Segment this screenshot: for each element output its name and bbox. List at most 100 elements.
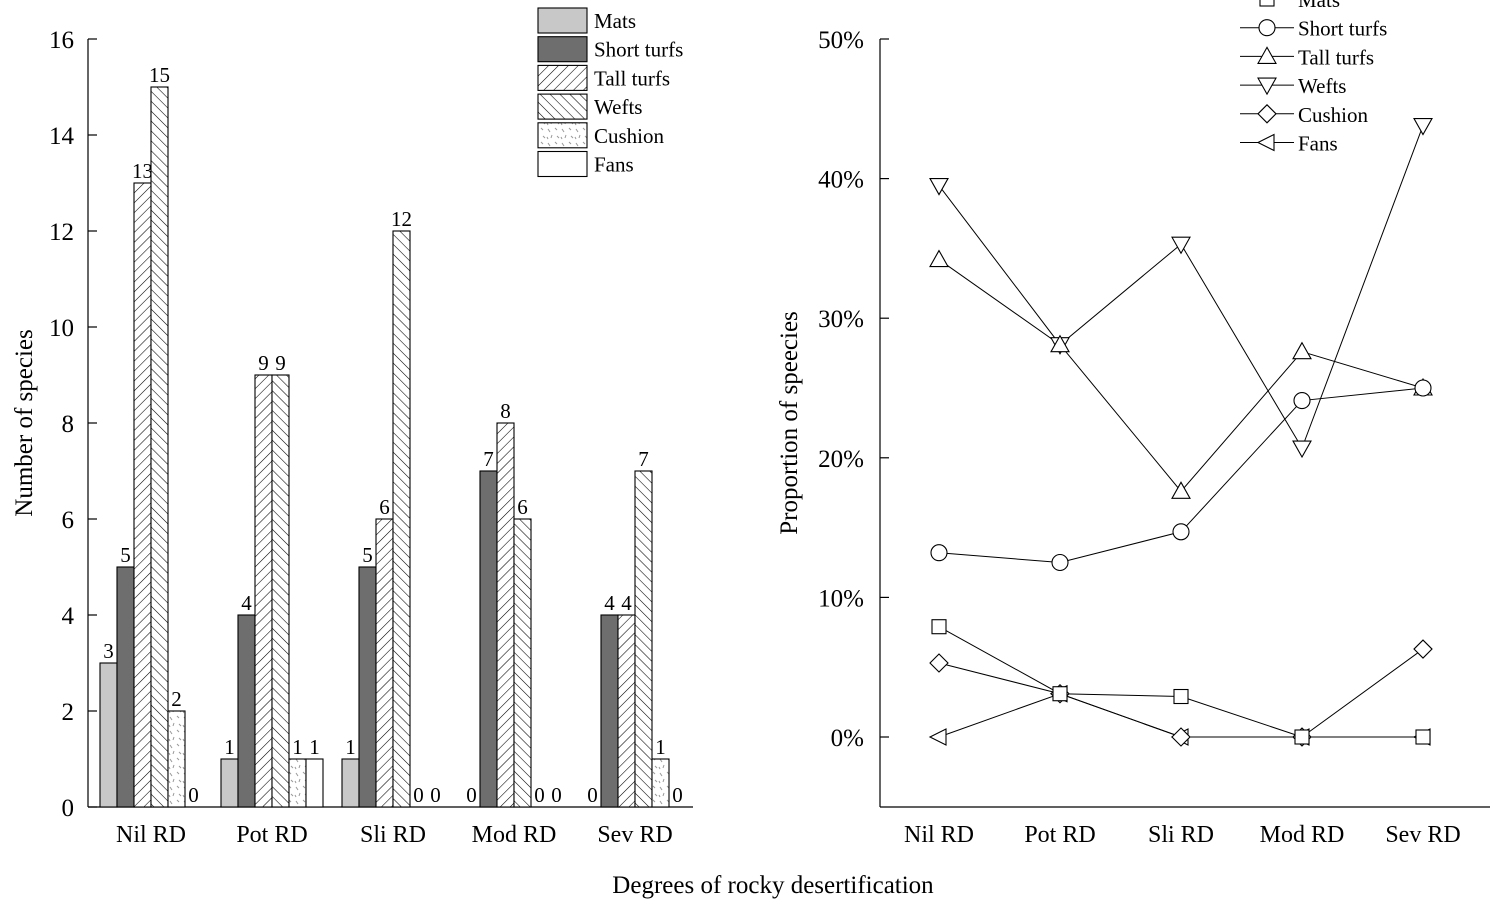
y-tick-label: 40%: [818, 167, 864, 194]
y-tick-label: 0%: [831, 725, 864, 752]
bar-value-label: 8: [500, 399, 511, 423]
bar: [341, 758, 360, 808]
bar: [305, 758, 324, 808]
bar-value-label: 0: [587, 783, 598, 807]
y-tick-label: 30%: [818, 306, 864, 333]
bar: [634, 470, 653, 808]
bar-value-label: 12: [391, 207, 412, 231]
marker-circle: [1172, 523, 1190, 541]
bar-value-label: 4: [604, 591, 615, 615]
legend-label: Fans: [1298, 132, 1338, 156]
bar: [651, 758, 670, 808]
bar-value-label: 13: [132, 159, 153, 183]
y-tick-label: 50%: [818, 27, 864, 54]
bar-value-label: 7: [638, 447, 649, 471]
y-tick-label: 0: [62, 795, 75, 822]
bar: [358, 566, 377, 808]
y-tick-label: 6: [62, 507, 75, 534]
y-tick-label: 8: [62, 411, 75, 438]
legend-label: Cushion: [1298, 103, 1369, 127]
legend-label: Mats: [594, 9, 636, 33]
x-tick-label: Sli RD: [1148, 822, 1214, 848]
marker-square: [1259, 0, 1275, 7]
bar: [375, 518, 394, 808]
legend-label: Cushion: [594, 124, 665, 148]
marker-triangle-up: [1257, 46, 1277, 64]
bar: [133, 182, 152, 808]
bar: [288, 758, 307, 808]
marker-circle: [1293, 392, 1311, 410]
bar-value-label: 1: [345, 735, 356, 759]
marker-circle: [1258, 19, 1276, 37]
marker-triangle-up: [1171, 481, 1191, 499]
bar: [220, 758, 239, 808]
marker-circle: [1414, 379, 1432, 397]
marker-triangle-left: [928, 728, 947, 746]
x-tick-label: Sev RD: [597, 822, 672, 848]
x-tick-label: Pot RD: [236, 822, 307, 848]
series-line: [938, 125, 1424, 450]
x-tick-label: Nil RD: [116, 822, 186, 848]
x-tick-label: Nil RD: [904, 822, 974, 848]
marker-square: [1173, 688, 1189, 705]
bar-value-label: 1: [224, 735, 235, 759]
bar-value-label: 0: [466, 783, 477, 807]
marker-diamond: [1413, 639, 1433, 659]
marker-triangle-left: [1256, 133, 1275, 152]
y-axis-label: Proportion of speecies: [776, 311, 803, 535]
marker-square: [931, 619, 947, 635]
y-tick-label: 10%: [818, 585, 864, 612]
bar: [237, 614, 256, 808]
series-line: [938, 259, 1424, 493]
legend-label: Fans: [594, 153, 634, 177]
y-tick-label: 4: [62, 603, 75, 630]
legend-label: Short turfs: [1298, 17, 1387, 41]
y-axis-label: Number of species: [11, 329, 38, 516]
bar: [99, 662, 118, 808]
figure-x-axis-label: Degrees of rocky desertification: [612, 872, 934, 899]
marker-diamond: [1171, 727, 1191, 747]
bar-value-label: 9: [275, 351, 286, 375]
bar: [254, 374, 273, 808]
bar: [150, 86, 169, 808]
bar-value-label: 0: [672, 783, 683, 807]
marker-triangle-up: [1050, 334, 1070, 353]
bar-value-label: 1: [292, 735, 303, 759]
x-tick-label: Sev RD: [1385, 822, 1460, 848]
legend-swatch: [537, 150, 588, 178]
legend-swatch: [537, 64, 588, 91]
bar-value-label: 4: [241, 591, 252, 615]
bar: [617, 614, 636, 808]
bar-value-label: 7: [483, 447, 494, 471]
x-tick-label: Mod RD: [472, 822, 557, 848]
y-tick-label: 2: [62, 699, 75, 726]
legend-label: Tall turfs: [594, 66, 670, 90]
bar-value-label: 15: [149, 63, 170, 87]
marker-triangle-down: [1413, 118, 1433, 136]
bar-value-label: 0: [551, 783, 562, 807]
y-tick-label: 10: [49, 315, 74, 342]
x-tick-label: Sli RD: [360, 822, 426, 848]
legend-swatch: [537, 122, 588, 149]
marker-diamond: [1257, 104, 1277, 124]
bar: [496, 422, 515, 808]
bar-value-label: 1: [309, 735, 320, 759]
y-tick-label: 16: [49, 27, 74, 54]
bar-value-label: 0: [534, 783, 545, 807]
y-tick-label: 12: [49, 219, 74, 246]
bar-value-label: 0: [430, 783, 441, 807]
bar: [392, 230, 411, 808]
marker-diamond: [929, 653, 949, 673]
y-tick-label: 14: [49, 123, 75, 150]
legend-label: Mats: [1298, 0, 1340, 12]
bar: [116, 566, 135, 808]
bar-value-label: 0: [188, 783, 199, 807]
bar-value-label: 3: [103, 639, 114, 663]
marker-triangle-down: [1257, 77, 1277, 96]
x-tick-label: Mod RD: [1260, 822, 1345, 848]
marker-circle: [1051, 553, 1069, 572]
bar-value-label: 1: [655, 735, 666, 759]
bar-value-label: 4: [621, 591, 632, 615]
